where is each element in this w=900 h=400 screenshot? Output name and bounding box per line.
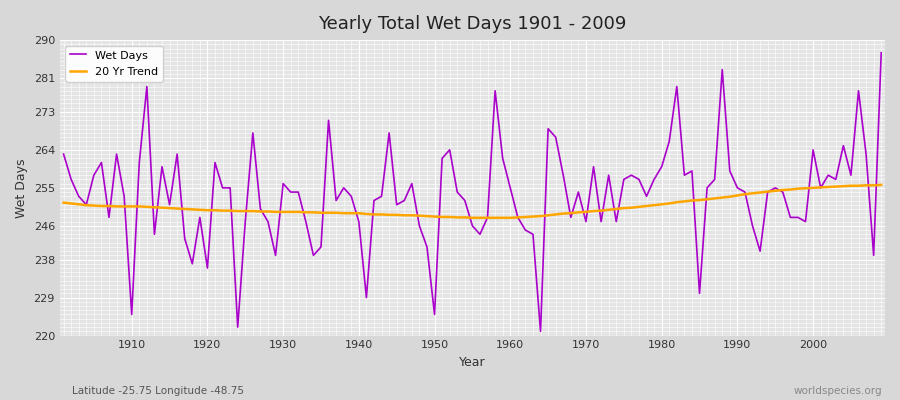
Legend: Wet Days, 20 Yr Trend: Wet Days, 20 Yr Trend [66, 46, 163, 82]
Text: Latitude -25.75 Longitude -48.75: Latitude -25.75 Longitude -48.75 [72, 386, 244, 396]
20 Yr Trend [119, 204, 130, 209]
20 Yr Trend [285, 210, 296, 214]
Wet Days [285, 190, 296, 194]
Line: Wet Days: Wet Days [64, 53, 881, 331]
20 Yr Trend [603, 207, 614, 212]
Wet Days [330, 198, 341, 203]
Wet Days [603, 173, 614, 178]
Text: worldspecies.org: worldspecies.org [794, 386, 882, 396]
Y-axis label: Wet Days: Wet Days [15, 158, 28, 218]
Wet Days [505, 186, 516, 190]
X-axis label: Year: Year [459, 356, 486, 369]
Wet Days [876, 50, 886, 55]
20 Yr Trend [58, 200, 69, 205]
Wet Days [58, 152, 69, 156]
Wet Days [498, 156, 508, 161]
20 Yr Trend [467, 216, 478, 220]
20 Yr Trend [330, 210, 341, 215]
Title: Yearly Total Wet Days 1901 - 2009: Yearly Total Wet Days 1901 - 2009 [319, 15, 626, 33]
Wet Days [536, 329, 546, 334]
Line: 20 Yr Trend: 20 Yr Trend [64, 185, 881, 218]
20 Yr Trend [505, 216, 516, 220]
20 Yr Trend [876, 182, 886, 187]
20 Yr Trend [512, 215, 523, 220]
Wet Days [119, 194, 130, 199]
